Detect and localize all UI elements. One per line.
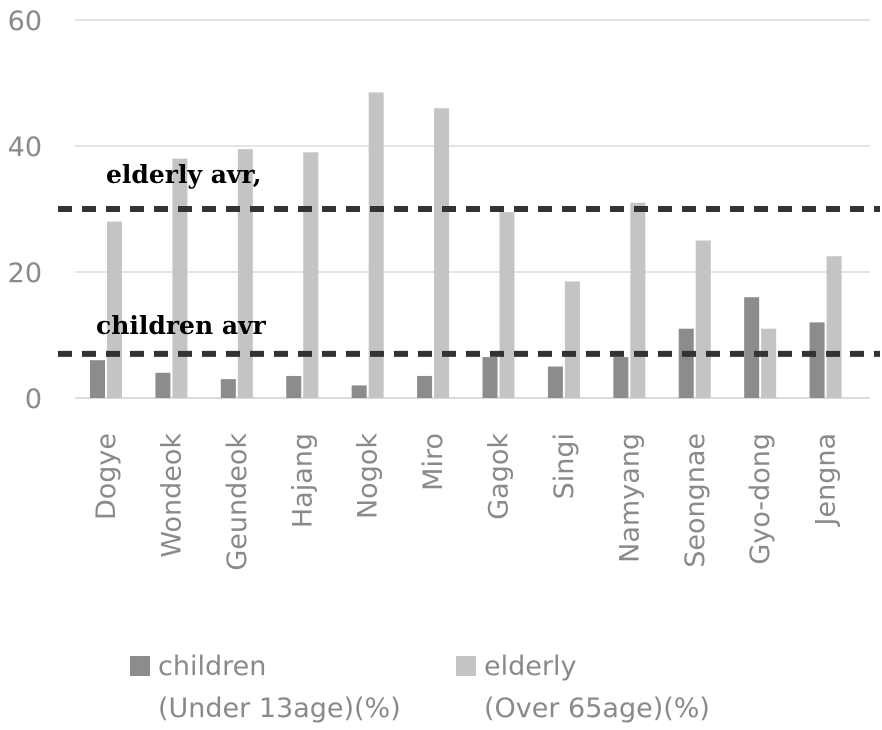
bar-children-dogye [90, 360, 105, 398]
bar-children-gagok [482, 357, 498, 398]
category-label: Jengna [811, 433, 842, 527]
category-label: Gyo-dong [745, 433, 776, 565]
y-tick-label: 0 [25, 384, 42, 415]
bar-elderly-singi [564, 281, 580, 398]
category-label: Miro [418, 433, 449, 491]
bar-elderly-geundeok [237, 149, 253, 398]
reference-line-label: elderly avr, [106, 160, 261, 189]
bar-elderly-gagok [499, 212, 515, 398]
category-label: Geundeok [222, 433, 253, 571]
reference-line-label: children avr [96, 311, 267, 340]
category-label: Dogye [91, 433, 122, 520]
bar-elderly-gyo-dong [761, 328, 777, 398]
bar-elderly-seongnae [695, 240, 711, 398]
legend-label-children: (Under 13age)(%) [158, 693, 401, 724]
legend-swatch-children [130, 656, 150, 676]
bar-children-namyang [613, 357, 629, 398]
category-label: Gagok [484, 433, 515, 520]
legend-label-elderly: elderly [484, 651, 576, 682]
category-label: Wondeok [156, 433, 187, 558]
gridlines [75, 19, 870, 399]
bar-children-hajang [286, 375, 302, 398]
bar-elderly-wondeok [172, 158, 188, 398]
category-label: Singi [549, 433, 580, 499]
bar-elderly-namyang [630, 202, 646, 398]
category-label: Nogok [353, 433, 384, 519]
reference-lines: elderly avr, children avr [58, 160, 880, 357]
legend: children (Under 13age)(%) elderly (Over 65a… [130, 651, 710, 724]
y-tick-label: 60 [8, 6, 42, 37]
y-tick-label: 40 [8, 132, 42, 163]
category-label: Seongnae [680, 433, 711, 568]
bar-children-seongnae [678, 328, 694, 398]
bar-elderly-dogye [107, 221, 122, 398]
bar-children-miro [417, 375, 433, 398]
bar-children-jengna [809, 322, 825, 398]
category-label: Namyang [614, 433, 645, 563]
bar-elderly-jengna [826, 256, 842, 398]
legend-label-elderly: (Over 65age)(%) [484, 693, 710, 724]
legend-swatch-elderly [456, 656, 476, 676]
y-axis-ticks: 0 20 40 60 [8, 6, 42, 415]
bar-children-nogok [351, 385, 367, 398]
bar-children-geundeok [220, 379, 236, 398]
bar-elderly-hajang [303, 152, 319, 398]
bar-children-wondeok [155, 372, 171, 398]
bar-elderly-nogok [368, 92, 384, 398]
y-tick-label: 20 [8, 258, 42, 289]
bar-elderly-miro [434, 108, 450, 398]
bars [90, 92, 842, 398]
category-label: Hajang [287, 433, 318, 528]
legend-label-children: children [158, 651, 266, 682]
bar-children-singi [547, 366, 563, 398]
bar-children-gyo-dong [744, 297, 760, 398]
x-axis-categories: Dogye Wondeok Geundeok Hajang Nogok Miro Gagok… [91, 433, 842, 571]
